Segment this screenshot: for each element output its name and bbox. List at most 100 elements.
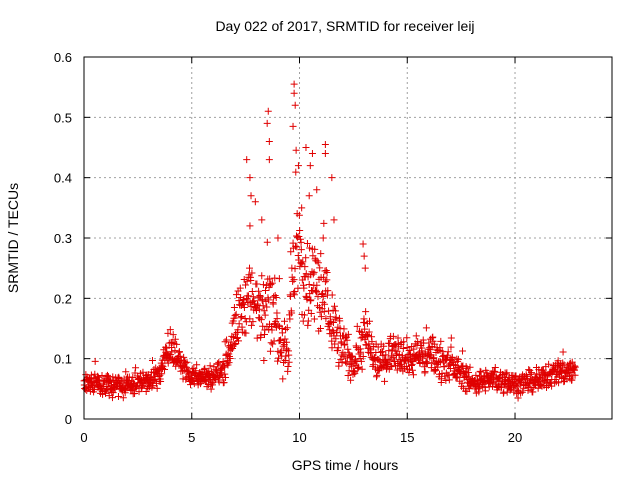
data-point xyxy=(300,311,308,319)
data-point xyxy=(122,368,130,376)
data-point xyxy=(525,366,533,374)
data-point xyxy=(259,281,267,289)
data-point xyxy=(290,89,298,97)
data-point xyxy=(181,359,189,367)
data-point xyxy=(364,331,372,339)
data-point xyxy=(206,362,214,370)
data-point xyxy=(307,309,315,317)
x-tick-label: 10 xyxy=(292,430,306,445)
data-point xyxy=(94,372,102,380)
data-point xyxy=(316,264,324,272)
data-point xyxy=(268,326,276,334)
data-point xyxy=(332,307,340,315)
data-point xyxy=(393,366,401,374)
data-point xyxy=(400,338,408,346)
data-point xyxy=(223,336,231,344)
data-point xyxy=(291,101,299,109)
data-point xyxy=(348,352,356,360)
y-tick-label: 0.1 xyxy=(54,352,72,367)
data-point xyxy=(328,337,336,345)
data-point xyxy=(279,375,287,383)
data-point xyxy=(475,388,483,396)
data-point xyxy=(330,216,338,224)
data-point xyxy=(465,369,473,377)
data-point xyxy=(399,345,407,353)
data-point xyxy=(359,240,367,248)
data-point xyxy=(242,281,250,289)
data-point xyxy=(514,394,522,402)
data-point xyxy=(158,370,166,378)
data-point xyxy=(268,279,276,287)
data-point xyxy=(302,254,310,262)
data-point xyxy=(221,338,229,346)
data-point xyxy=(381,377,389,385)
data-point xyxy=(331,340,339,348)
data-point xyxy=(340,325,348,333)
data-point xyxy=(458,379,466,387)
data-point xyxy=(513,386,521,394)
data-point xyxy=(258,272,266,280)
data-point xyxy=(431,340,439,348)
data-point xyxy=(265,156,273,164)
data-point xyxy=(421,368,429,376)
data-point xyxy=(304,317,312,325)
data-point xyxy=(537,373,545,381)
data-point xyxy=(313,257,321,265)
data-point xyxy=(503,369,511,377)
data-point xyxy=(297,238,305,246)
data-point xyxy=(168,338,176,346)
data-point xyxy=(358,365,366,373)
y-tick-label: 0.5 xyxy=(54,110,72,125)
data-point xyxy=(227,338,235,346)
data-point xyxy=(338,359,346,367)
data-point xyxy=(172,362,180,370)
data-point xyxy=(419,358,427,366)
data-point xyxy=(328,344,336,352)
data-point xyxy=(291,265,299,273)
data-point xyxy=(302,144,310,151)
data-point xyxy=(148,357,156,365)
data-point xyxy=(232,291,240,299)
data-point xyxy=(252,307,260,315)
chart-title: Day 022 of 2017, SRMTID for receiver lei… xyxy=(215,18,474,34)
data-point xyxy=(545,360,553,368)
data-point xyxy=(267,281,275,289)
data-point xyxy=(459,347,467,355)
data-point xyxy=(372,373,380,381)
data-point xyxy=(301,263,309,271)
data-point xyxy=(548,382,556,390)
data-point xyxy=(408,366,416,374)
data-point xyxy=(420,363,428,371)
data-point xyxy=(354,364,362,372)
data-point xyxy=(242,329,250,337)
data-point xyxy=(263,238,271,246)
data-point xyxy=(323,269,331,277)
data-point xyxy=(308,150,316,158)
data-point xyxy=(288,309,296,317)
data-point xyxy=(407,362,415,370)
data-point xyxy=(332,335,340,343)
data-point xyxy=(462,363,470,371)
data-point xyxy=(230,303,238,311)
data-point xyxy=(253,280,261,288)
data-point xyxy=(382,351,390,359)
data-point xyxy=(422,324,430,332)
data-point xyxy=(302,292,310,300)
data-point xyxy=(104,371,112,379)
data-point xyxy=(171,347,179,355)
data-point xyxy=(330,302,338,310)
data-point xyxy=(292,146,300,154)
x-tick-label: 5 xyxy=(188,430,195,445)
data-point xyxy=(171,335,179,343)
data-point xyxy=(317,313,325,321)
data-point xyxy=(278,329,286,337)
data-point xyxy=(247,277,255,285)
data-point xyxy=(207,385,215,393)
data-point xyxy=(305,192,313,200)
data-point xyxy=(264,107,272,115)
data-point xyxy=(234,326,242,334)
data-point xyxy=(466,363,474,371)
data-point xyxy=(310,268,318,276)
data-point xyxy=(304,321,312,329)
data-point xyxy=(242,318,250,326)
